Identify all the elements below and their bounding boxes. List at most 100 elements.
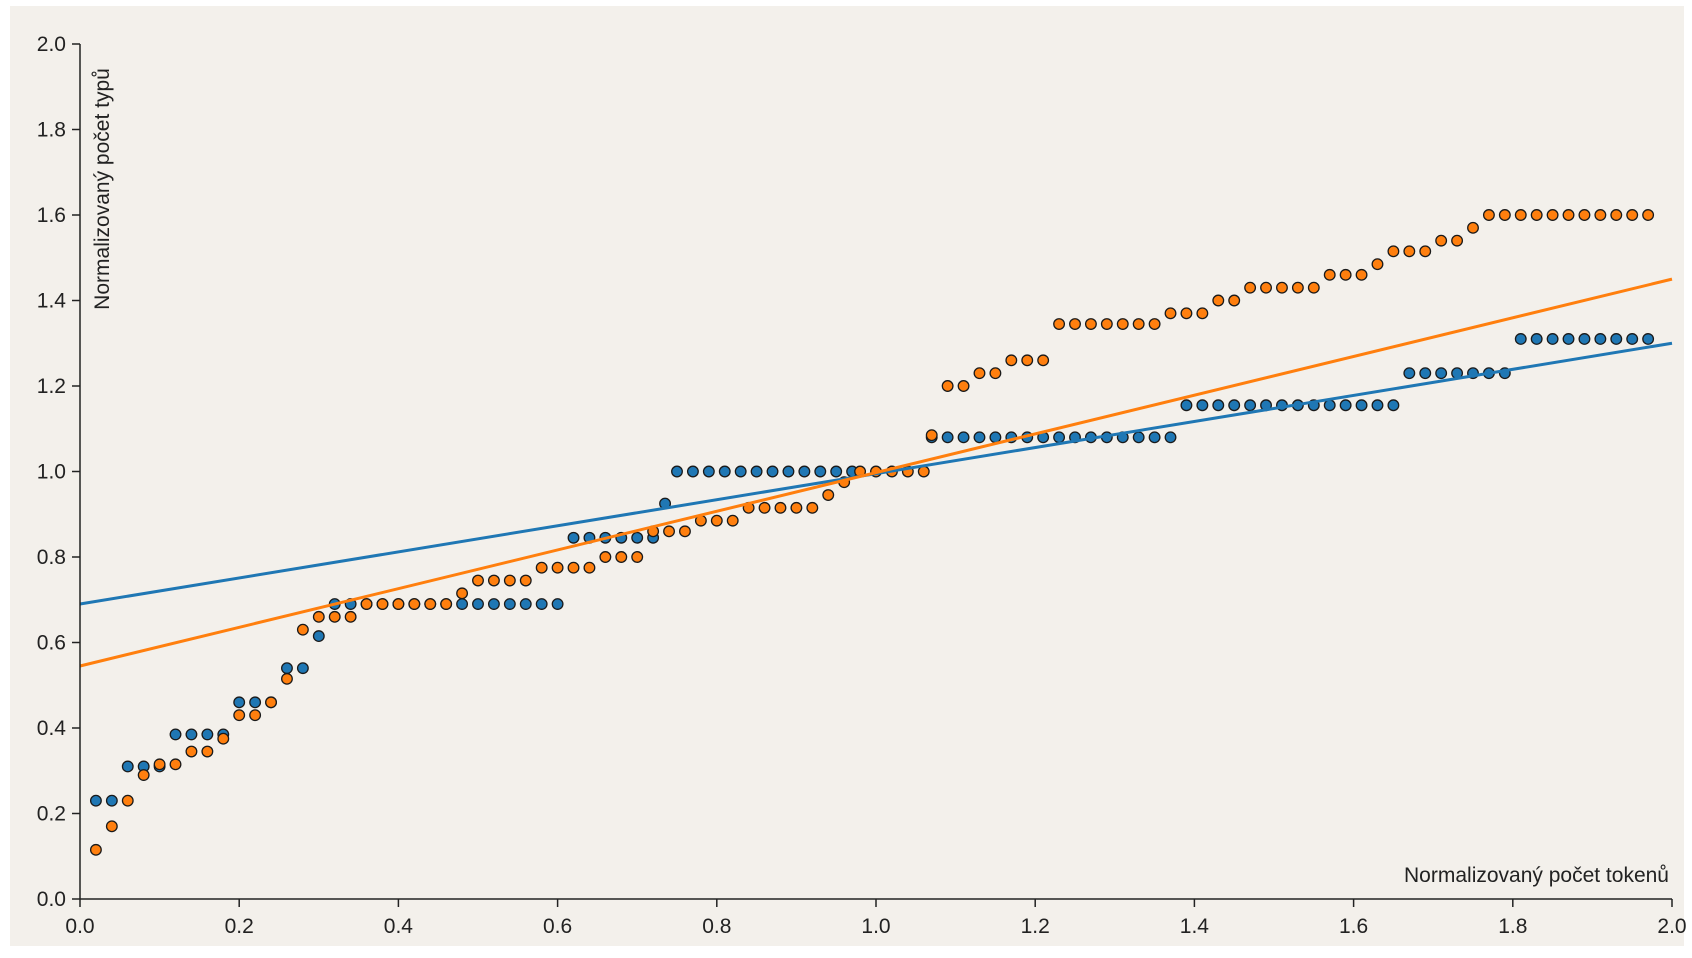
data-point [1371,258,1384,271]
data-point [1053,431,1066,444]
x-tick-label: 0.0 [65,915,94,938]
y-tick-label: 1.8 [37,119,66,142]
data-point [1053,318,1066,330]
x-tick-label: 1.6 [1339,915,1368,938]
data-point [1387,399,1400,412]
data-point [734,465,747,478]
y-tick-label: 1.6 [37,204,66,227]
data-point [599,551,612,563]
data-point [296,623,309,636]
data-point [1307,281,1320,294]
data-point [296,662,309,675]
data-point [1164,431,1177,444]
x-axis-title: Normalizovaný počet tokenů [1404,864,1669,887]
data-point [519,598,532,610]
data-point [121,794,134,807]
data-point [1642,333,1655,345]
data-point [1594,209,1607,221]
x-tick-label: 1.4 [1180,915,1210,938]
data-point [1323,268,1336,281]
x-tick-label: 1.0 [861,915,890,938]
data-point [1228,399,1241,412]
data-point [1530,209,1543,221]
data-point [249,696,262,709]
data-point [774,501,787,514]
y-tick-label: 0.8 [37,546,66,569]
data-point [281,672,293,685]
data-point [1626,333,1639,345]
data-point [1578,209,1591,221]
data-point [1594,333,1607,345]
x-tick-label: 1.2 [1021,915,1050,938]
data-point [671,465,683,478]
data-point [1514,209,1527,221]
data-point [1069,318,1081,330]
data-point [726,514,739,527]
data-point [583,561,596,574]
data-point [440,598,453,610]
data-point [1403,245,1416,258]
data-point [822,489,835,501]
data-point [567,531,580,544]
data-point [169,758,182,771]
data-point [551,561,564,574]
data-point [1323,399,1336,412]
y-tick-label: 1.4 [37,290,67,313]
data-point [137,769,150,781]
data-point [679,525,691,538]
data-point [1037,354,1050,367]
data-point [312,610,325,623]
data-point [702,465,715,478]
data-point [1260,281,1272,294]
data-point [1180,307,1193,320]
data-point [1164,307,1177,320]
data-point [1578,333,1591,345]
y-tick-label: 2.0 [37,33,66,56]
data-point [456,587,469,600]
x-tick-label: 1.8 [1498,915,1527,938]
data-point [782,465,795,478]
data-point [535,561,548,574]
data-point [1180,399,1193,412]
data-point [1498,209,1511,221]
data-point [941,431,954,444]
series-1 [89,209,1655,856]
data-point [249,709,262,722]
data-point [105,820,118,833]
x-tick-label: 0.6 [543,915,572,938]
y-axis-ticks: 0.0 0.2 0.4 0.6 0.8 1.0 1.2 1.4 1.6 1.8 2.0 [37,33,80,911]
data-point [1514,333,1527,345]
data-point [1291,281,1304,294]
data-point [1467,221,1479,234]
data-point [1435,367,1448,380]
data-point [1387,245,1400,258]
y-axis-title: Normalizovaný počet typů [91,68,114,310]
data-point [941,380,954,392]
data-point [1244,281,1257,294]
axes: 0.0 0.2 0.4 0.6 0.8 1.0 1.2 1.4 1.6 1.8 2.0 0.0 0.2… [37,33,1687,938]
data-point [957,380,970,392]
data-point [631,531,644,544]
data-point [1084,318,1097,330]
data-point [1546,333,1559,345]
data-point [487,574,500,587]
data-point [814,465,827,478]
data-point [169,728,182,741]
data-point [1371,399,1384,412]
x-tick-label: 0.2 [225,915,254,938]
data-point [1419,367,1432,380]
data-point [1530,333,1543,345]
data-point [392,598,405,610]
data-point [1626,209,1639,221]
data-point [408,598,421,610]
data-point [1021,354,1034,367]
data-point [360,598,373,610]
data-point [1355,399,1368,412]
data-point [750,465,763,478]
data-point [328,610,341,623]
series-layer [79,209,1673,856]
data-point [1276,281,1288,294]
data-point [989,367,1002,380]
y-tick-label: 1.0 [37,461,66,484]
